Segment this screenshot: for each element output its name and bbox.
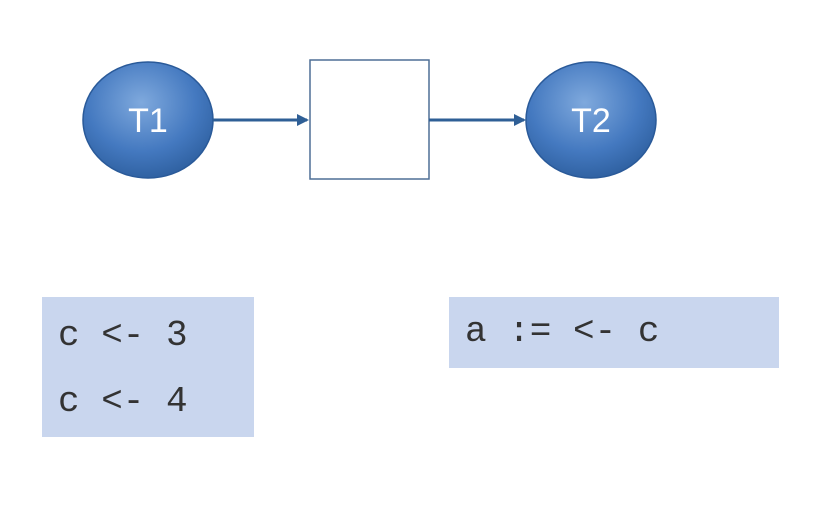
node-t2: T2 — [525, 61, 657, 179]
code-line-t2-1: a := <- c — [465, 311, 660, 352]
channel-box — [309, 59, 430, 180]
node-t2-label: T2 — [571, 102, 611, 140]
code-block-t2: a := <- c — [449, 297, 779, 368]
node-t1-label: T1 — [128, 102, 168, 140]
code-block-t1: c <- 3 c <- 4 — [42, 297, 254, 437]
node-t2-circle — [525, 61, 657, 179]
code-line-t1-2: c <- 4 — [58, 381, 188, 422]
code-line-t1-1: c <- 3 — [58, 315, 188, 356]
node-t1: T1 — [82, 61, 214, 179]
